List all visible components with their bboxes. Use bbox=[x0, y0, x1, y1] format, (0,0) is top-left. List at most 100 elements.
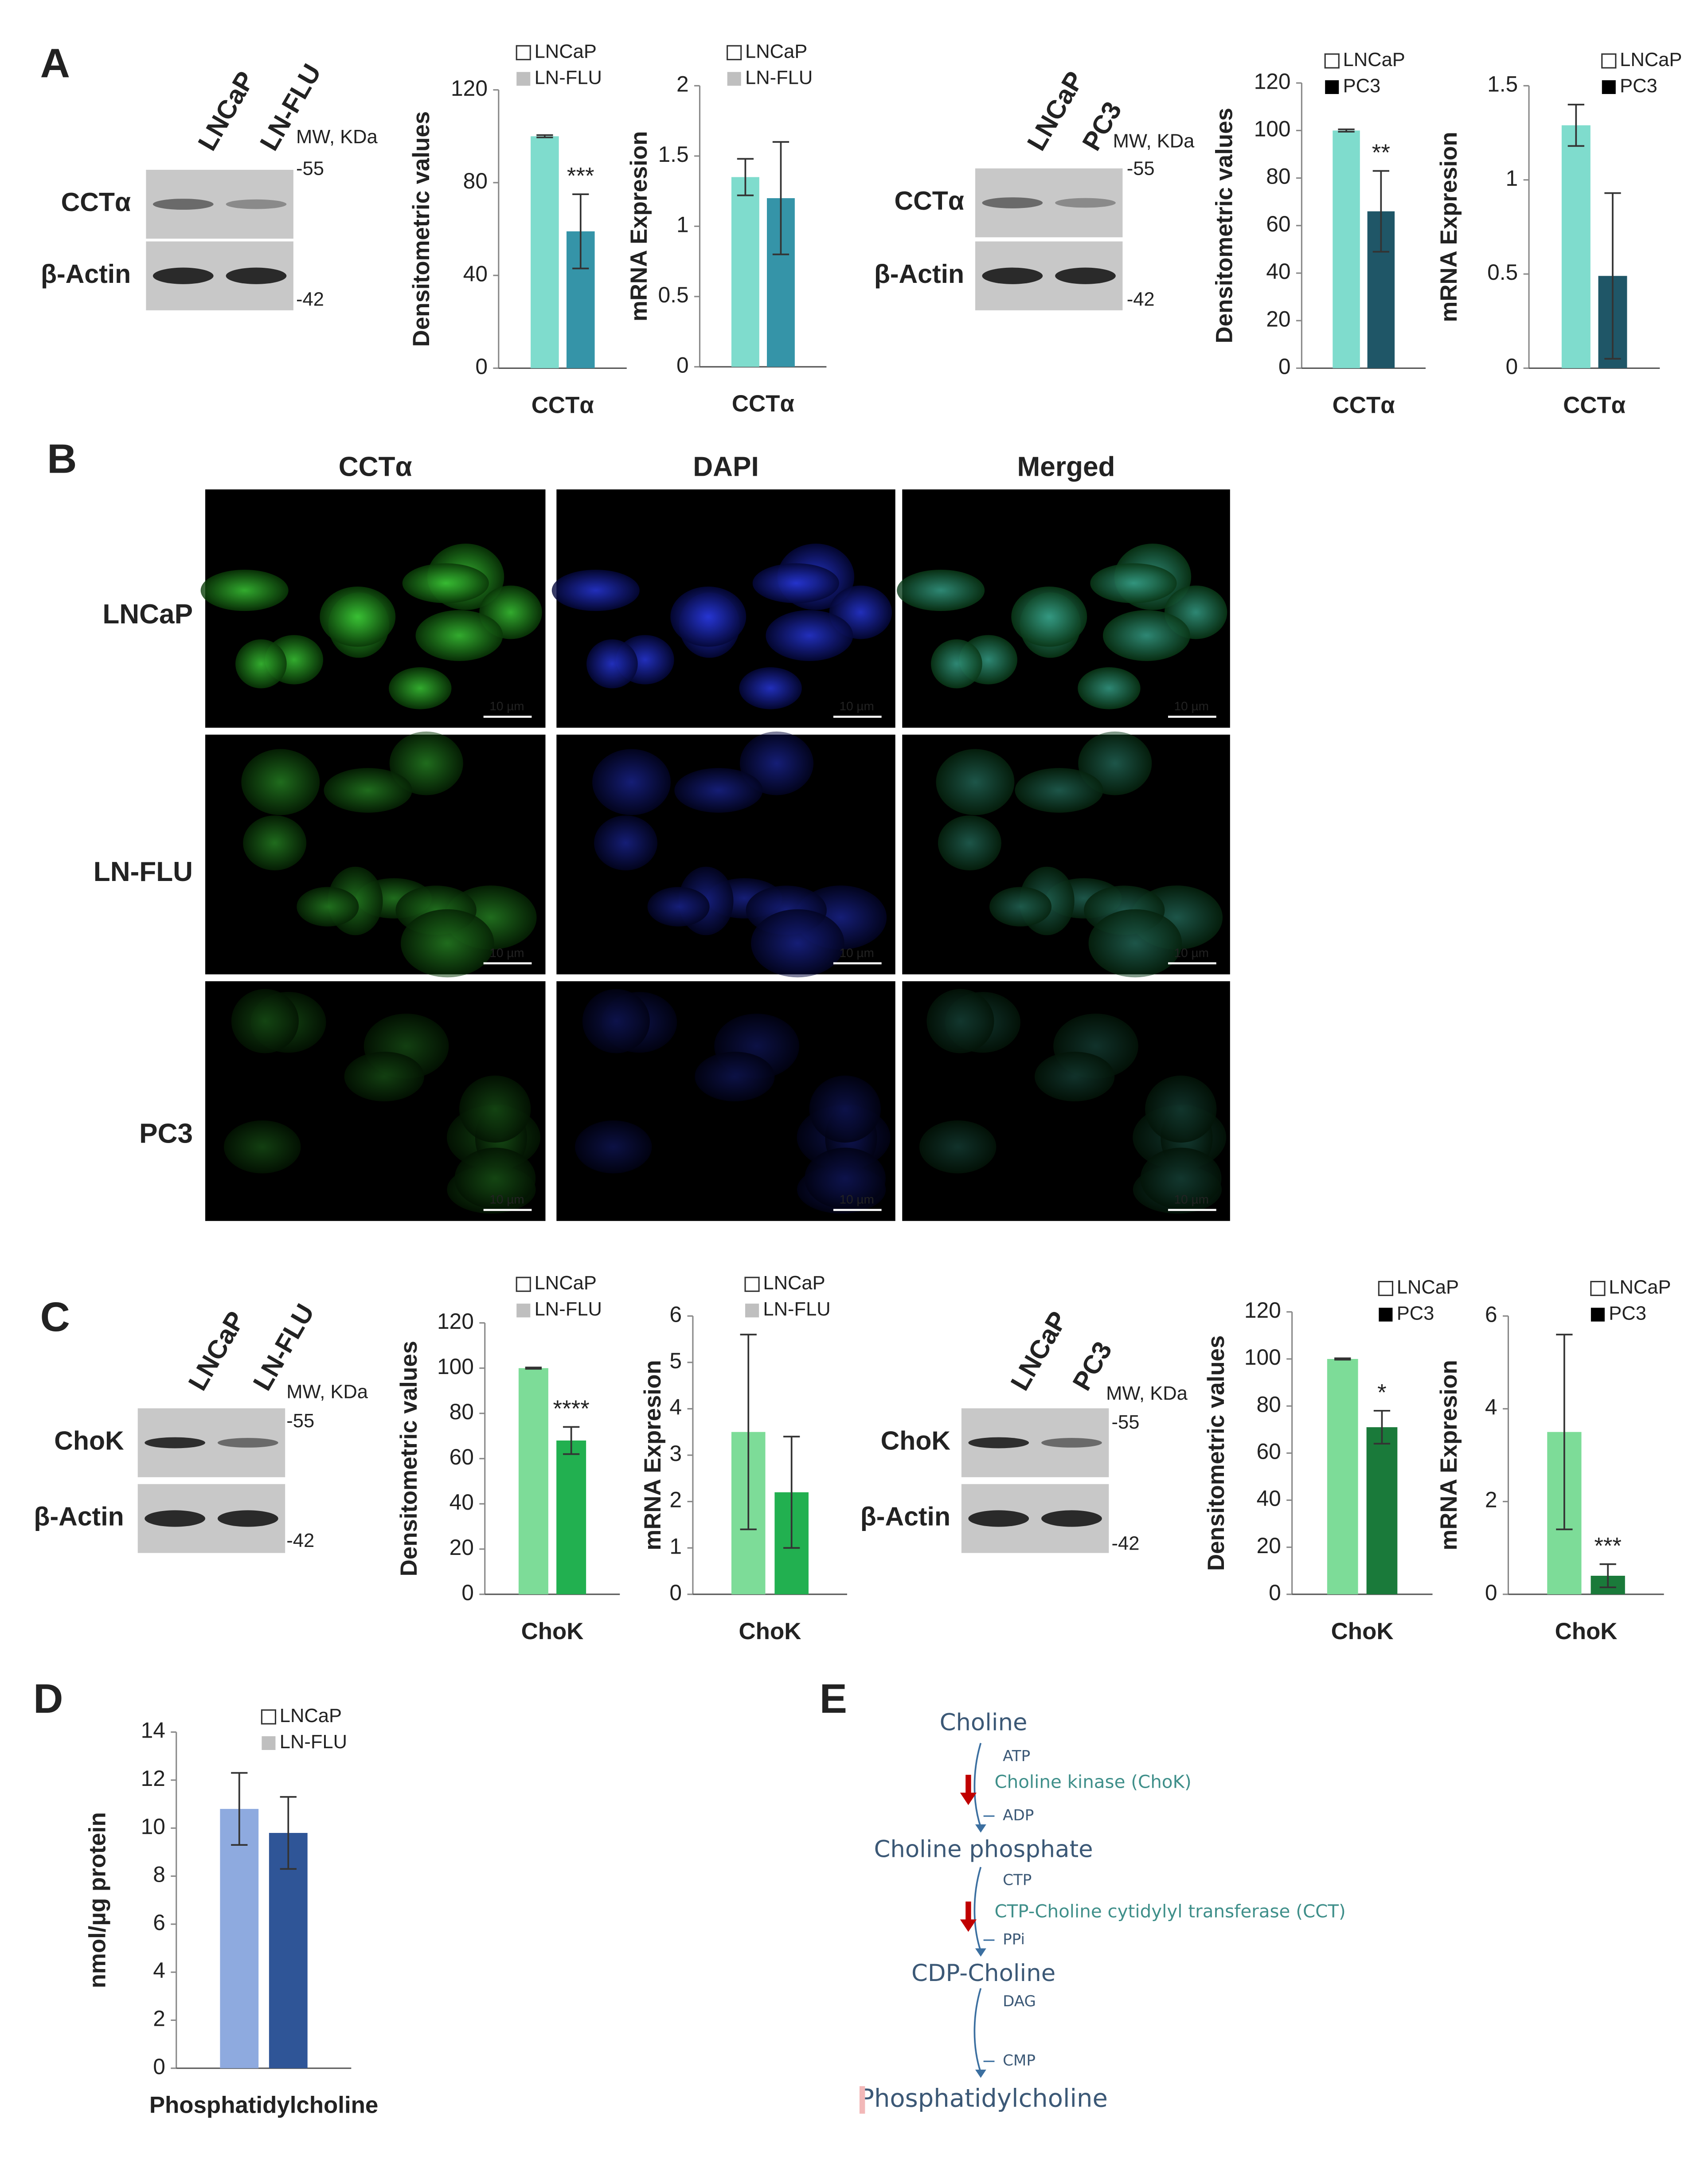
y-tick-label: 2 bbox=[669, 1488, 682, 1512]
y-tick-label: 100 bbox=[437, 1354, 474, 1379]
mw-unit: MW, KDa bbox=[286, 1382, 368, 1403]
cell bbox=[402, 563, 489, 603]
bar bbox=[1561, 125, 1591, 368]
mw-marker: -55 bbox=[1112, 1412, 1140, 1433]
decrease-arrow-head bbox=[960, 1919, 977, 1932]
legend-label: LNCaP bbox=[535, 1272, 597, 1294]
error-bar bbox=[1334, 1357, 1351, 1361]
y-tick-label: 6 bbox=[1485, 1302, 1497, 1327]
cell bbox=[454, 1147, 536, 1209]
cells bbox=[241, 731, 537, 978]
cell bbox=[809, 1075, 881, 1143]
legend-label: PC3 bbox=[1620, 75, 1657, 97]
cells bbox=[897, 544, 1227, 709]
x-tick-label: ChoK bbox=[739, 1618, 801, 1644]
error-bar bbox=[563, 1426, 580, 1455]
cofactor: ATP bbox=[1003, 1747, 1030, 1765]
y-axis-label: Densitometric values bbox=[1211, 108, 1237, 343]
y-axis-label: mRNA Expresion bbox=[1436, 132, 1462, 322]
bar bbox=[518, 1368, 548, 1594]
cell bbox=[241, 749, 320, 815]
blot-band bbox=[1041, 1438, 1102, 1448]
cofactor: CTP bbox=[1003, 1871, 1032, 1889]
y-tick-label: 120 bbox=[1244, 1298, 1281, 1323]
significance: *** bbox=[567, 163, 594, 189]
scale-bar-label: 10 µm bbox=[1174, 699, 1209, 713]
y-tick-label: 1 bbox=[669, 1534, 682, 1558]
x-tick-label: CCTα bbox=[1333, 392, 1395, 418]
legend-marker bbox=[1325, 80, 1339, 94]
cell bbox=[1140, 1147, 1222, 1209]
metabolite: Phosphatidylcholine bbox=[859, 2084, 1108, 2113]
blot-band bbox=[217, 1438, 278, 1448]
legend-marker bbox=[261, 1709, 277, 1725]
x-tick-label: CCTα bbox=[1563, 392, 1626, 418]
error-bar bbox=[231, 1772, 248, 1846]
cofactor: DAG bbox=[1003, 1993, 1036, 2010]
error-bar bbox=[1338, 128, 1355, 133]
legend-marker bbox=[516, 45, 531, 60]
legend-marker bbox=[727, 45, 742, 60]
legend-marker bbox=[1378, 1280, 1393, 1296]
decrease-arrow-head bbox=[960, 1793, 977, 1805]
cell bbox=[1011, 586, 1087, 647]
blot-band bbox=[217, 1510, 278, 1527]
scale-bar-label: 10 µm bbox=[489, 699, 524, 713]
column-heading: CCTα bbox=[339, 452, 412, 482]
mw-unit: MW, KDa bbox=[1113, 130, 1195, 152]
reaction-arrow bbox=[973, 1742, 982, 1828]
cell bbox=[551, 569, 640, 611]
legend-label: PC3 bbox=[1397, 1303, 1434, 1324]
y-tick-label: 8 bbox=[153, 1862, 165, 1887]
metabolite: Choline phosphate bbox=[874, 1836, 1093, 1863]
cell bbox=[752, 563, 839, 603]
blot-band bbox=[982, 197, 1043, 208]
error-bar bbox=[525, 1366, 542, 1370]
reaction-arrow bbox=[973, 1867, 982, 1952]
y-tick-label: 12 bbox=[141, 1766, 165, 1791]
cell bbox=[695, 1052, 775, 1102]
cell bbox=[739, 731, 814, 795]
y-tick-label: 60 bbox=[449, 1445, 474, 1469]
scale-bar-label: 10 µm bbox=[489, 1193, 524, 1206]
cell bbox=[243, 815, 307, 871]
cell bbox=[1090, 563, 1177, 603]
cell bbox=[919, 1120, 997, 1174]
y-axis-label: mRNA Expresion bbox=[626, 131, 652, 321]
y-tick-label: 0 bbox=[676, 352, 689, 377]
error-bar bbox=[280, 1796, 297, 1870]
blot-band bbox=[968, 1437, 1029, 1449]
cell bbox=[401, 909, 494, 978]
bar bbox=[556, 1440, 586, 1594]
y-tick-label: 10 bbox=[141, 1814, 165, 1839]
x-tick-label: ChoK bbox=[1331, 1618, 1394, 1644]
y-tick-label: 80 bbox=[449, 1399, 474, 1424]
cell bbox=[739, 667, 802, 709]
cell bbox=[936, 749, 1015, 815]
panel-letter: C bbox=[40, 1294, 70, 1340]
cell bbox=[389, 667, 452, 709]
legend-label: LNCaP bbox=[745, 41, 807, 62]
x-tick-label: CCTα bbox=[732, 391, 794, 417]
blot-band bbox=[145, 1510, 205, 1527]
y-tick-label: 1 bbox=[676, 212, 689, 237]
y-tick-label: 80 bbox=[463, 168, 488, 193]
error-bar bbox=[783, 1436, 800, 1549]
bar bbox=[731, 177, 759, 367]
error-bar bbox=[572, 193, 589, 270]
mw-marker: -42 bbox=[286, 1530, 314, 1551]
legend-marker bbox=[516, 72, 531, 86]
blot-row-label: β-Actin bbox=[860, 1502, 950, 1531]
y-tick-label: 100 bbox=[1254, 117, 1291, 141]
y-tick-label: 0.5 bbox=[1487, 260, 1518, 285]
y-tick-label: 14 bbox=[141, 1718, 165, 1743]
panel-letter: A bbox=[40, 40, 70, 86]
cell bbox=[989, 887, 1052, 927]
cell bbox=[766, 610, 853, 661]
cells bbox=[551, 544, 892, 709]
cells bbox=[936, 731, 1223, 978]
cell bbox=[582, 989, 650, 1053]
cell bbox=[320, 586, 396, 647]
cells bbox=[200, 544, 542, 709]
